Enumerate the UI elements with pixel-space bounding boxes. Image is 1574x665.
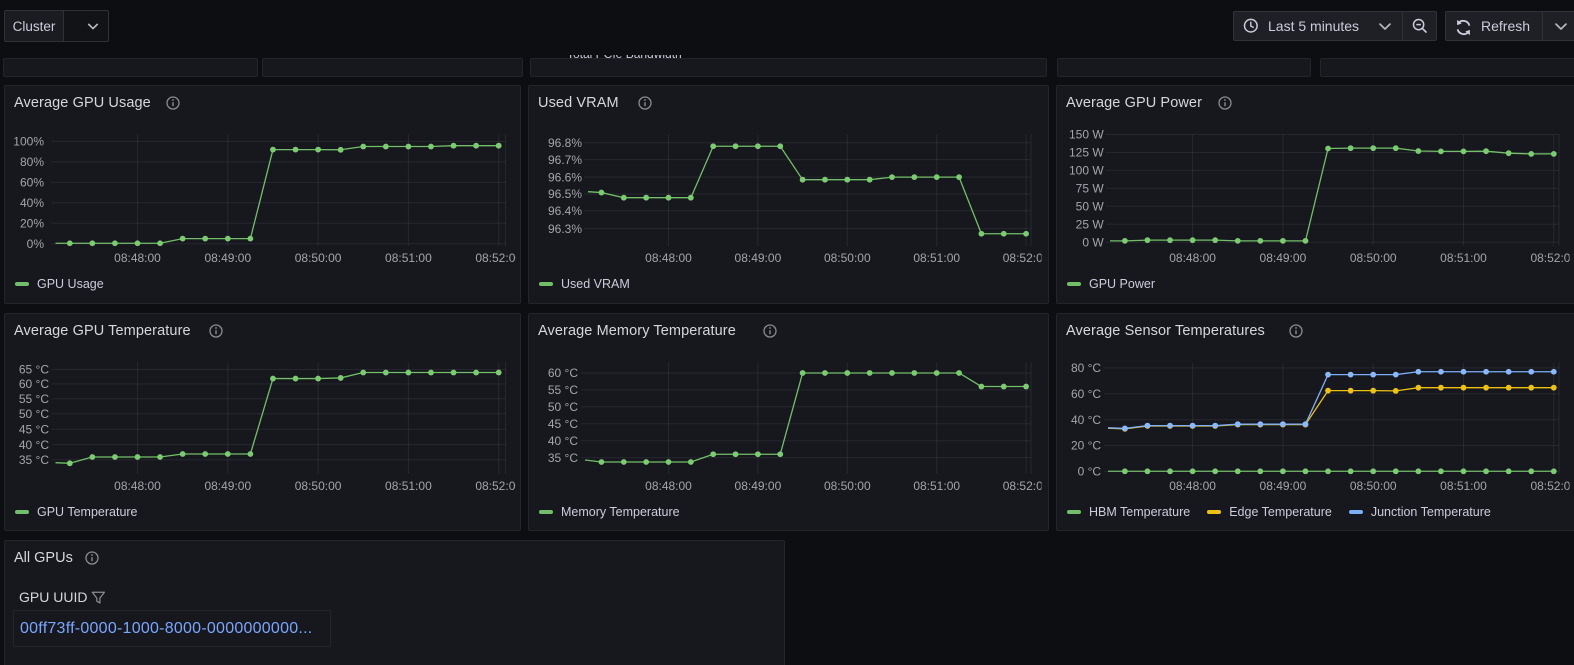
svg-text:0 W: 0 W xyxy=(1082,236,1104,250)
svg-text:80%: 80% xyxy=(20,155,44,169)
svg-text:60 °C: 60 °C xyxy=(548,366,578,380)
svg-text:08:49:00: 08:49:00 xyxy=(735,479,782,493)
svg-text:96.6%: 96.6% xyxy=(548,170,582,184)
svg-text:20 °C: 20 °C xyxy=(1071,439,1101,453)
svg-text:80 °C: 80 °C xyxy=(1071,361,1101,375)
svg-text:08:52:00: 08:52:00 xyxy=(1003,479,1049,493)
svg-text:50 °C: 50 °C xyxy=(19,407,49,421)
svg-text:08:48:00: 08:48:00 xyxy=(1169,479,1216,493)
svg-text:08:50:00: 08:50:00 xyxy=(824,479,871,493)
svg-text:55 °C: 55 °C xyxy=(19,392,49,406)
svg-text:08:52:00: 08:52:00 xyxy=(1530,251,1574,265)
svg-text:08:50:00: 08:50:00 xyxy=(295,479,342,493)
svg-text:08:48:00: 08:48:00 xyxy=(645,479,692,493)
svg-text:100%: 100% xyxy=(13,135,44,149)
svg-text:08:51:00: 08:51:00 xyxy=(1440,479,1487,493)
svg-text:08:49:00: 08:49:00 xyxy=(204,479,251,493)
svg-text:60 °C: 60 °C xyxy=(1071,387,1101,401)
svg-text:08:49:00: 08:49:00 xyxy=(735,251,782,265)
svg-text:40 °C: 40 °C xyxy=(19,438,49,452)
svg-text:08:48:00: 08:48:00 xyxy=(114,251,161,265)
svg-text:0%: 0% xyxy=(27,237,45,251)
svg-text:45 °C: 45 °C xyxy=(548,417,578,431)
svg-text:08:52:00: 08:52:00 xyxy=(475,251,521,265)
svg-text:45 °C: 45 °C xyxy=(19,422,49,436)
svg-text:08:50:00: 08:50:00 xyxy=(295,251,342,265)
svg-text:08:51:00: 08:51:00 xyxy=(385,479,432,493)
svg-text:08:49:00: 08:49:00 xyxy=(1260,251,1307,265)
svg-text:150 W: 150 W xyxy=(1069,128,1104,142)
svg-text:08:48:00: 08:48:00 xyxy=(1169,251,1216,265)
svg-text:08:49:00: 08:49:00 xyxy=(1260,479,1307,493)
svg-text:08:51:00: 08:51:00 xyxy=(913,251,960,265)
svg-text:40%: 40% xyxy=(20,196,44,210)
svg-text:40 °C: 40 °C xyxy=(548,434,578,448)
svg-text:08:52:00: 08:52:00 xyxy=(1003,251,1049,265)
svg-text:08:50:00: 08:50:00 xyxy=(824,251,871,265)
svg-text:100 W: 100 W xyxy=(1069,164,1104,178)
svg-text:60%: 60% xyxy=(20,176,44,190)
svg-text:20%: 20% xyxy=(20,217,44,231)
svg-text:65 °C: 65 °C xyxy=(19,363,49,377)
svg-text:96.3%: 96.3% xyxy=(548,222,582,236)
svg-text:96.4%: 96.4% xyxy=(548,204,582,218)
svg-text:96.8%: 96.8% xyxy=(548,136,582,150)
svg-text:25 W: 25 W xyxy=(1076,218,1105,232)
svg-text:50 °C: 50 °C xyxy=(548,400,578,414)
svg-text:08:48:00: 08:48:00 xyxy=(645,251,692,265)
svg-text:08:51:00: 08:51:00 xyxy=(913,479,960,493)
svg-text:08:48:00: 08:48:00 xyxy=(114,479,161,493)
svg-text:08:52:00: 08:52:00 xyxy=(1530,479,1574,493)
svg-text:40 °C: 40 °C xyxy=(1071,413,1101,427)
svg-text:125 W: 125 W xyxy=(1069,146,1104,160)
svg-text:60 °C: 60 °C xyxy=(19,377,49,391)
svg-text:35 °C: 35 °C xyxy=(548,451,578,465)
svg-text:08:51:00: 08:51:00 xyxy=(385,251,432,265)
svg-text:08:51:00: 08:51:00 xyxy=(1440,251,1487,265)
svg-text:35 °C: 35 °C xyxy=(19,453,49,467)
svg-text:08:49:00: 08:49:00 xyxy=(204,251,251,265)
svg-text:0 °C: 0 °C xyxy=(1078,465,1102,479)
svg-text:08:52:00: 08:52:00 xyxy=(475,479,521,493)
svg-text:96.5%: 96.5% xyxy=(548,187,582,201)
svg-text:75 W: 75 W xyxy=(1076,182,1105,196)
svg-text:96.7%: 96.7% xyxy=(548,153,582,167)
svg-text:50 W: 50 W xyxy=(1076,200,1105,214)
svg-text:08:50:00: 08:50:00 xyxy=(1350,479,1397,493)
svg-text:55 °C: 55 °C xyxy=(548,383,578,397)
svg-text:08:50:00: 08:50:00 xyxy=(1350,251,1397,265)
